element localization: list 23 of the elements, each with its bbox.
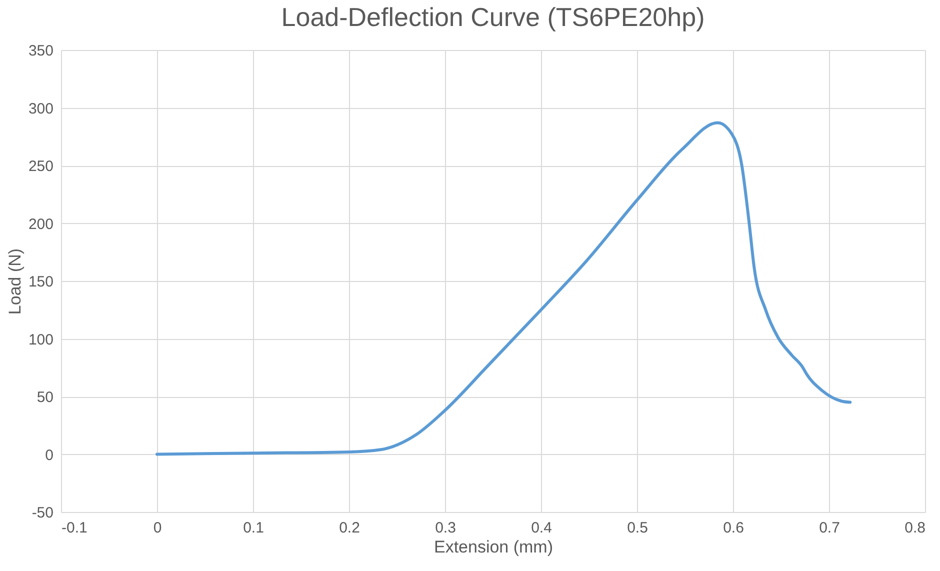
y-tick-label: -50 (32, 504, 54, 522)
y-tick-label: 300 (28, 100, 54, 118)
x-tick-label: 0.4 (531, 520, 552, 536)
y-axis-title: Load (N) (5, 248, 24, 315)
x-tick-label: 0.1 (243, 520, 264, 536)
x-tick-label: 0 (153, 520, 162, 536)
x-axis-title: Extension (mm) (434, 538, 554, 556)
y-tick-label: 200 (28, 216, 54, 233)
x-tick-label: 0.3 (435, 520, 456, 536)
x-tick-label: 0.5 (627, 520, 648, 536)
y-tick-label: 150 (28, 274, 54, 290)
x-tick-label: 0.8 (904, 520, 926, 536)
line-series (156, 121, 852, 456)
y-tick-label: 50 (36, 389, 54, 406)
x-tick-label: 0.2 (339, 520, 360, 536)
x-tick-label: 0.6 (723, 520, 744, 536)
chart-title: Load-Deflection Curve (TS6PE20hp) (281, 2, 705, 32)
x-tick-label: -0.1 (62, 520, 88, 536)
y-tick-label: 250 (28, 158, 54, 175)
x-tick-label: 0.7 (819, 520, 840, 536)
y-tick-label: 100 (28, 331, 54, 348)
y-tick-label: 350 (28, 42, 54, 60)
y-tick-label: 0 (45, 446, 54, 464)
